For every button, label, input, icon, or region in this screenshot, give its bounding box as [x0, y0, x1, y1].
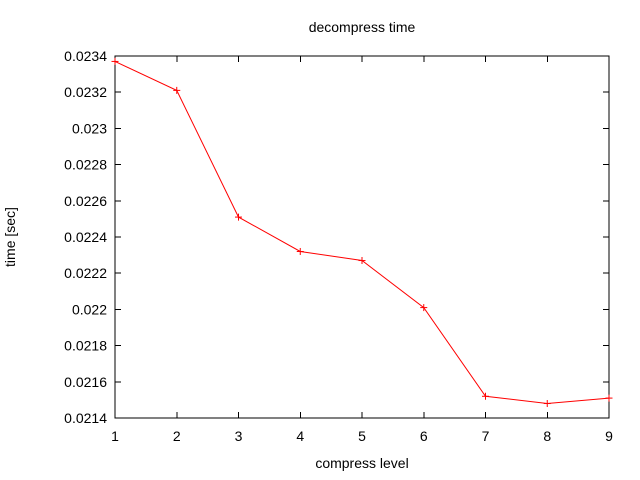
plus-marker — [605, 394, 613, 402]
x-tick-label: 7 — [482, 428, 490, 444]
x-tick-label: 1 — [111, 428, 119, 444]
y-tick-label: 0.0228 — [64, 157, 107, 173]
y-tick-label: 0.022 — [72, 301, 107, 317]
x-tick-labels: 1 2 3 4 5 6 7 8 9 — [111, 428, 613, 444]
plus-marker — [235, 213, 242, 221]
y-tick-label: 0.0234 — [64, 48, 107, 64]
x-tick-label: 3 — [235, 428, 243, 444]
y-tick-label: 0.0218 — [64, 338, 107, 354]
x-axis-label: compress level — [315, 455, 408, 471]
x-tick-label: 6 — [420, 428, 428, 444]
x-tick-label: 8 — [543, 428, 551, 444]
y-tick-labels: 0.0214 0.0216 0.0218 0.022 0.0222 0.0224 0.022… — [64, 48, 107, 426]
y-tick-label: 0.0232 — [64, 84, 107, 100]
plot-frame — [114, 55, 610, 419]
x-tick-label: 9 — [605, 428, 613, 444]
y-tick-label: 0.0226 — [64, 193, 107, 209]
x-tick-label: 5 — [358, 428, 366, 444]
y-axis-label: time [sec] — [2, 207, 18, 267]
y-tick-label: 0.0224 — [64, 229, 107, 245]
y-tick-label: 0.0214 — [64, 410, 107, 426]
y-tick-label: 0.023 — [72, 120, 107, 136]
y-tick-label: 0.0222 — [64, 265, 107, 281]
chart-title: decompress time — [309, 19, 416, 35]
plus-marker — [420, 304, 428, 312]
plus-marker — [173, 86, 181, 94]
plus-marker — [111, 57, 119, 65]
y-tick-label: 0.0216 — [64, 374, 107, 390]
x-tick-label: 4 — [296, 428, 304, 444]
x-tick-label: 2 — [173, 428, 181, 444]
series-line — [114, 60, 610, 405]
plus-marker — [482, 392, 489, 400]
plus-marker — [543, 400, 551, 408]
plus-marker — [358, 257, 366, 265]
plus-marker — [296, 247, 304, 255]
data-series — [111, 57, 613, 408]
